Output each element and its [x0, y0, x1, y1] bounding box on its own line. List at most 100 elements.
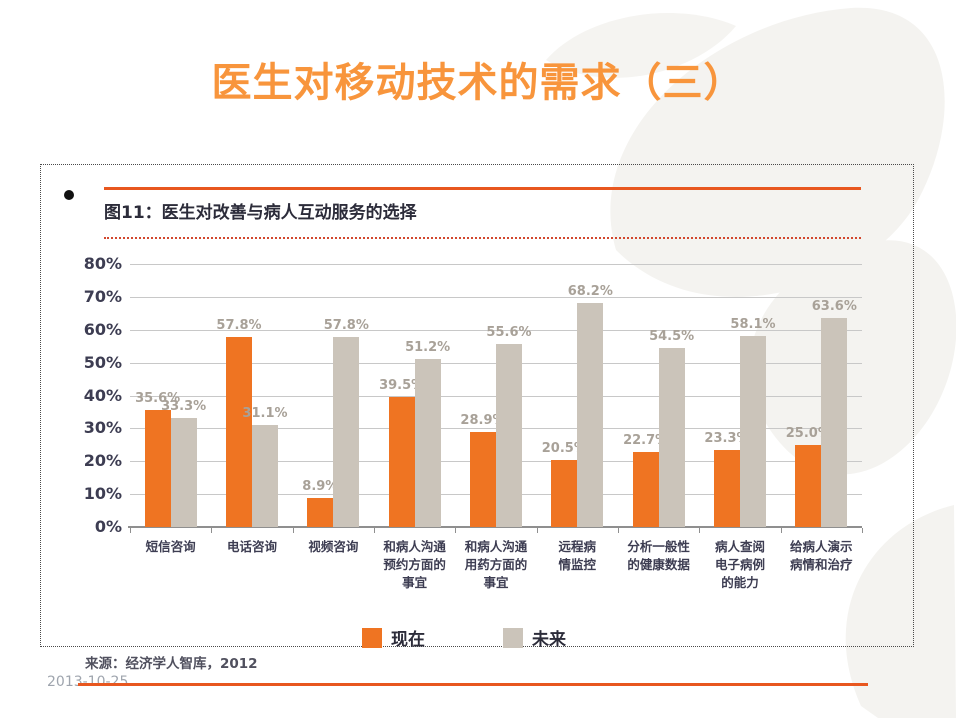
bar-pair: 35.6% 33.3%: [135, 264, 206, 527]
bar-pair: 20.5% 68.2%: [542, 264, 613, 527]
x-category-label: 病人查阅 电子病例 的能力: [714, 539, 765, 591]
x-axis-tick: [130, 528, 131, 533]
chart-legend: 现在 未来: [104, 625, 824, 650]
x-axis-line: [128, 526, 862, 528]
bar-value-label: 23.3%: [704, 431, 750, 447]
bar-value-label: 54.5%: [649, 328, 695, 344]
y-tick-label: 20%: [83, 451, 122, 471]
figure-source: 来源：经济学人智库，2012: [85, 656, 258, 672]
x-axis-tick: [618, 528, 619, 533]
bar-未来-9: [821, 317, 848, 527]
legend-swatch-now: [362, 627, 382, 648]
bar-现在-3: [307, 497, 334, 527]
legend-swatch-future: [503, 627, 523, 648]
bar-group: 39.5% 51.2%: [374, 264, 455, 527]
bar-group: 23.3% 58.1%: [699, 264, 780, 527]
figure-title: 图11：医生对改善与病人互动服务的选择: [104, 203, 417, 223]
bar-未来-5: [495, 344, 522, 527]
bar-pair: 25.0% 63.6%: [786, 264, 857, 527]
bar-未来-2: [251, 424, 278, 527]
bar-未来-3: [333, 336, 360, 527]
x-category-label: 给病人演示 病情和治疗: [790, 539, 853, 573]
y-tick-label: 70%: [83, 286, 122, 306]
x-axis-labels: 短信咨询 电话咨询 视频咨询 和病人沟通 预约方面的 事宜 和病人沟通 用药方面的 事宜…: [130, 538, 862, 592]
bar-未来-8: [739, 336, 766, 527]
x-category-label: 分析一般性 的健康数据: [627, 539, 690, 573]
bar-现在-2: [225, 336, 252, 527]
bar-pair: 28.9% 55.6%: [460, 264, 532, 527]
bar-value-label: 28.9%: [460, 413, 506, 428]
slide-bottom-rule: [78, 683, 868, 686]
legend-label-now: 现在: [391, 630, 425, 650]
bar-pair: 57.8% 31.1%: [216, 264, 288, 527]
bar-value-label: 68.2%: [567, 283, 613, 299]
legend-item-future: 未来: [503, 625, 566, 650]
bar-value-label: 57.8%: [216, 317, 262, 333]
bar-现在-7: [632, 452, 659, 527]
x-axis-tick: [211, 528, 213, 533]
bar-现在-6: [551, 459, 578, 527]
figure-dotted-separator: [104, 237, 861, 239]
bar-group: 8.9% 57.8%: [293, 264, 374, 527]
bar-group: 20.5% 68.2%: [537, 264, 618, 527]
bar-现在-9: [795, 444, 822, 527]
bar-现在-4: [388, 397, 415, 527]
y-tick-label: 60%: [83, 319, 122, 339]
x-category-label: 和病人沟通 用药方面的 事宜: [464, 539, 528, 591]
bar-pair: 8.9% 57.8%: [302, 264, 369, 527]
bar-value-label: 58.1%: [730, 317, 776, 332]
bullet-point: [64, 190, 74, 200]
bar-group: 22.7% 54.5%: [618, 264, 699, 527]
bar-value-label: 39.5%: [379, 378, 425, 394]
x-category-label: 远程病 情监控: [558, 539, 597, 573]
bar-value-label: 57.8%: [323, 317, 369, 333]
bar-value-label: 51.2%: [405, 339, 451, 355]
bar-group: 28.9% 55.6%: [455, 264, 536, 527]
y-tick-label: 40%: [83, 385, 122, 405]
bar-未来-1: [170, 417, 197, 527]
slide-title: 医生对移动技术的需求（三）: [211, 60, 745, 106]
bar-value-label: 55.6%: [486, 325, 532, 341]
x-axis-tick: [292, 528, 294, 533]
legend-label-future: 未来: [532, 630, 566, 650]
legend-item-now: 现在: [362, 625, 425, 650]
y-tick-label: 10%: [83, 484, 122, 504]
x-axis-tick: [536, 528, 538, 533]
bar-value-label: 22.7%: [623, 433, 669, 449]
gridline: [130, 264, 862, 265]
bar-value-label: 31.1%: [242, 405, 288, 421]
bar-value-label: 20.5%: [541, 440, 587, 456]
plot-area: 35.6% 33.3% 57.8% 31.1% 8.9% 57.8% 39.5% 51.2% 2…: [128, 264, 863, 533]
x-axis-tick: [699, 528, 701, 533]
slide-date: 2013-10-25: [47, 674, 129, 690]
y-tick-label: 50%: [83, 352, 122, 372]
bar-未来-4: [414, 358, 441, 527]
y-tick-label: 80%: [83, 254, 122, 273]
figure-top-rule: [104, 187, 861, 190]
x-category-label: 视频咨询: [308, 539, 359, 554]
x-axis-tick: [862, 528, 863, 533]
bar-value-label: 8.9%: [302, 478, 339, 494]
bar-value-label: 25.0%: [785, 425, 831, 441]
bar-pair: 39.5% 51.2%: [379, 264, 450, 527]
content-placeholder-border: [40, 164, 914, 647]
bar-value-label: 63.6%: [811, 298, 857, 314]
y-tick-label: 30%: [83, 418, 122, 438]
bar-group: 57.8% 31.1%: [211, 264, 292, 527]
x-axis-tick: [455, 528, 457, 533]
x-category-label: 短信咨询: [145, 539, 196, 554]
x-axis-tick: [374, 528, 375, 533]
x-axis-tick: [780, 528, 782, 533]
bar-group: 25.0% 63.6%: [781, 264, 862, 527]
bar-现在-5: [469, 432, 496, 527]
gridline: [130, 329, 862, 331]
y-tick-label: 0%: [94, 517, 122, 536]
gridline: [130, 296, 862, 298]
bar-group: 35.6% 33.3%: [130, 264, 211, 527]
x-category-label: 电话咨询: [226, 539, 277, 554]
bar-pair: 22.7% 54.5%: [623, 264, 694, 527]
bar-未来-6: [577, 302, 604, 527]
bar-value-label: 35.6%: [135, 390, 181, 406]
bar-现在-8: [713, 450, 740, 527]
